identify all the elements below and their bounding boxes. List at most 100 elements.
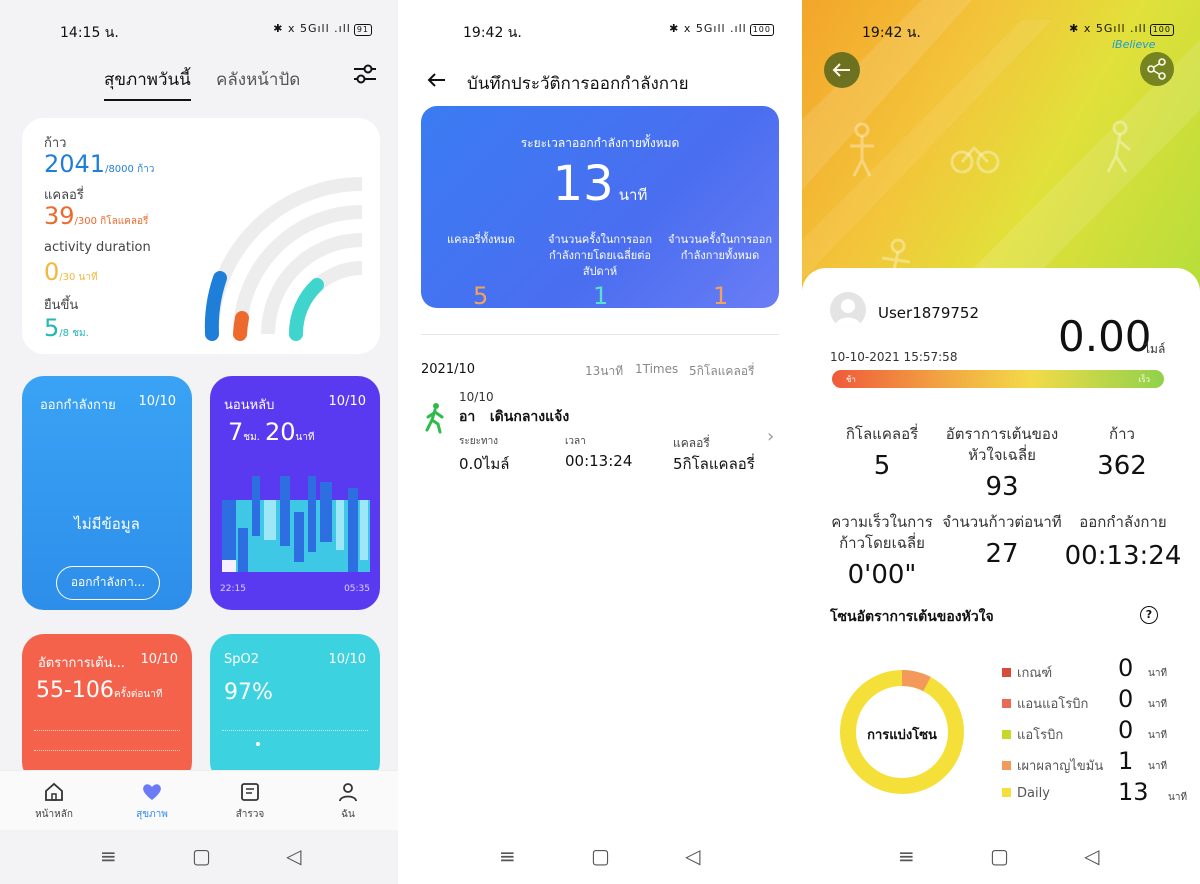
health-today-screen: 14:15 น. ✱ ⅹ 5Gıll .ıll 91 สุขภาพวันนี้ ค… — [0, 0, 398, 884]
avg-weekly-value: 1 — [593, 282, 609, 308]
spo2-title: SpO2 — [224, 652, 260, 667]
menu-icon[interactable]: ≡ — [898, 844, 915, 868]
page-title: บันทึกประวัติการออกกำลังกาย — [467, 74, 689, 94]
calories-goal: /300 กิโลแคลอรี่ — [74, 216, 149, 227]
calories-ring — [233, 311, 249, 341]
tab-watchface-library[interactable]: คลังหน้าปัด — [216, 70, 301, 90]
back-triangle-icon[interactable]: ◁ — [286, 844, 302, 868]
profile-icon — [318, 781, 378, 807]
pace-gradient-bar: ช้า เร็ว — [832, 370, 1164, 388]
total-count-label: จำนวนครั้งในการออกกำลังกายทั้งหมด — [668, 233, 772, 262]
tab-home[interactable]: หน้าหลัก — [24, 781, 84, 822]
spo2-card[interactable]: SpO2 10/10 97% — [210, 634, 380, 784]
share-button[interactable] — [1140, 52, 1174, 86]
calories-label: แคลอรี่ — [673, 436, 710, 450]
settings-sliders-icon[interactable] — [352, 62, 378, 90]
status-bar: 19:42 น. ✱ ⅹ 5Gıll .ıll 100 — [403, 0, 800, 58]
heart-icon — [122, 781, 182, 807]
exercise-card[interactable]: ออกกำลังกาย 10/10 ไม่มีข้อมูล ออกกำลังกา… — [22, 376, 192, 610]
battery-icon: 100 — [1149, 24, 1174, 36]
stat-cadence: จำนวนก้าวต่อนาที 27 — [942, 513, 1062, 569]
back-button[interactable] — [824, 52, 860, 88]
stat-avg-heart-rate: อัตราการเต้นของหัวใจเฉลี่ย 93 — [945, 425, 1059, 502]
tab-explore[interactable]: สำรวจ — [220, 781, 280, 822]
distance-value: 0.00 — [1058, 312, 1152, 361]
sleep-card[interactable]: นอนหลับ 10/10 7ชม. 20นาที 22:15 05:35 — [210, 376, 380, 610]
status-bar: 14:15 น. ✱ ⅹ 5Gıll .ıll 91 — [0, 0, 398, 58]
signal-icons: ✱ ⅹ 5Gıll .ıll — [273, 22, 351, 35]
signal-icons: ✱ ⅹ 5Gıll .ıll — [1069, 22, 1147, 35]
record-name: อา เดินกลางแจ้ง — [459, 409, 570, 425]
system-nav-bar: ≡ ▢ ◁ — [802, 832, 1200, 884]
walking-icon — [421, 402, 449, 438]
activity-duration-label: activity duration — [44, 240, 151, 255]
pace-fast-label: เร็ว — [1138, 375, 1150, 384]
zone-fat-burn-arc — [901, 669, 931, 692]
spo2-gridline — [222, 730, 368, 731]
zone-color-swatch — [1002, 761, 1011, 770]
tab-health-today[interactable]: สุขภาพวันนี้ — [104, 66, 191, 101]
back-triangle-icon[interactable]: ◁ — [1084, 844, 1100, 868]
zone-row-anaerobic: แอนแอโรบิก 0 นาที — [1002, 685, 1167, 714]
sleep-stages-chart — [222, 476, 370, 572]
menu-icon[interactable]: ≡ — [100, 844, 117, 868]
menu-icon[interactable]: ≡ — [499, 844, 516, 868]
spo2-value: 97% — [224, 680, 273, 705]
signal-icons: ✱ ⅹ 5Gıll .ıll — [669, 22, 747, 35]
bottom-tab-bar: หน้าหลัก สุขภาพ สำรวจ ฉัน — [0, 770, 398, 830]
duration-label: เวลา — [565, 436, 586, 447]
exercise-summary-banner: ระยะเวลาออกกำลังกายทั้งหมด 13 นาที แคลอร… — [421, 106, 779, 308]
screen-divider — [800, 0, 802, 884]
total-duration-label: ระยะเวลาออกกำลังกายทั้งหมด — [520, 136, 680, 150]
sleep-date: 10/10 — [328, 394, 366, 409]
total-count-value: 1 — [713, 282, 729, 308]
back-arrow-icon — [832, 63, 850, 77]
status-time: 14:15 น. — [60, 25, 119, 41]
back-triangle-icon[interactable]: ◁ — [685, 844, 701, 868]
home-square-icon[interactable]: ▢ — [192, 844, 211, 868]
record-date: 10/10 — [459, 390, 494, 404]
stat-avg-pace: ความเร็วในการก้าวโดยเฉลี่ย 0'00" — [831, 513, 933, 590]
month-times: 1Times — [635, 362, 679, 376]
sleep-title: นอนหลับ — [224, 398, 275, 413]
heart-rate-zone-title: โซนอัตราการเต้นของหัวใจ — [830, 609, 994, 625]
share-icon — [1147, 58, 1166, 80]
total-calories-label: แคลอรี่ทั้งหมด — [447, 233, 515, 246]
heart-rate-gridline — [34, 730, 180, 731]
steps-label: ก้าว — [44, 136, 67, 151]
back-arrow-icon[interactable] — [425, 68, 449, 96]
stand-ring — [288, 278, 324, 341]
sleep-end-time: 05:35 — [344, 584, 370, 594]
activity-duration-goal: /30 นาที — [59, 272, 98, 283]
zone-daily-arc — [840, 670, 964, 794]
stand-goal: /8 ชม. — [59, 328, 89, 339]
month-label: 2021/10 — [421, 362, 476, 377]
heart-rate-unit: ครั้งต่อนาที — [113, 689, 163, 700]
home-icon — [24, 781, 84, 807]
distance-value: 0.0ไมล์ — [459, 455, 510, 473]
distance-unit: ไมล์ — [1144, 342, 1166, 356]
tab-me[interactable]: ฉัน — [318, 781, 378, 822]
tab-health[interactable]: สุขภาพ — [122, 781, 182, 822]
zone-row-daily: Daily 13 นาที — [1002, 778, 1187, 806]
month-calories: 5กิโลแคลอรี่ — [689, 364, 755, 378]
workout-datetime: 10-10-2021 15:57:58 — [830, 350, 958, 364]
stat-kilocalories: กิโลแคลอรี่ 5 — [845, 425, 919, 481]
screen-divider — [398, 0, 403, 884]
exercise-record-row[interactable]: 10/10 อา เดินกลางแจ้ง ระยะทาง 0.0ไมล์ เว… — [403, 386, 800, 486]
activity-summary-card[interactable]: ก้าว 2041/8000 ก้าว แคลอรี่ 39/300 กิโลแ… — [22, 118, 380, 354]
battery-icon: 100 — [749, 24, 774, 36]
explore-icon — [220, 781, 280, 807]
home-square-icon[interactable]: ▢ — [591, 844, 610, 868]
system-nav-bar: ≡ ▢ ◁ — [403, 832, 800, 884]
heart-rate-value: 55-106 — [36, 678, 114, 703]
total-duration-unit: นาที — [618, 186, 648, 204]
avatar — [830, 292, 866, 328]
pace-slow-label: ช้า — [846, 375, 856, 384]
heart-rate-card[interactable]: อัตราการเต้น... 10/10 55-106ครั้งต่อนาที — [22, 634, 192, 784]
status-time: 19:42 น. — [463, 25, 522, 41]
home-square-icon[interactable]: ▢ — [990, 844, 1009, 868]
start-exercise-button[interactable]: ออกกำลังกา... — [56, 566, 160, 600]
sleep-hours: 7 — [228, 418, 244, 446]
help-icon[interactable]: ? — [1140, 606, 1158, 624]
